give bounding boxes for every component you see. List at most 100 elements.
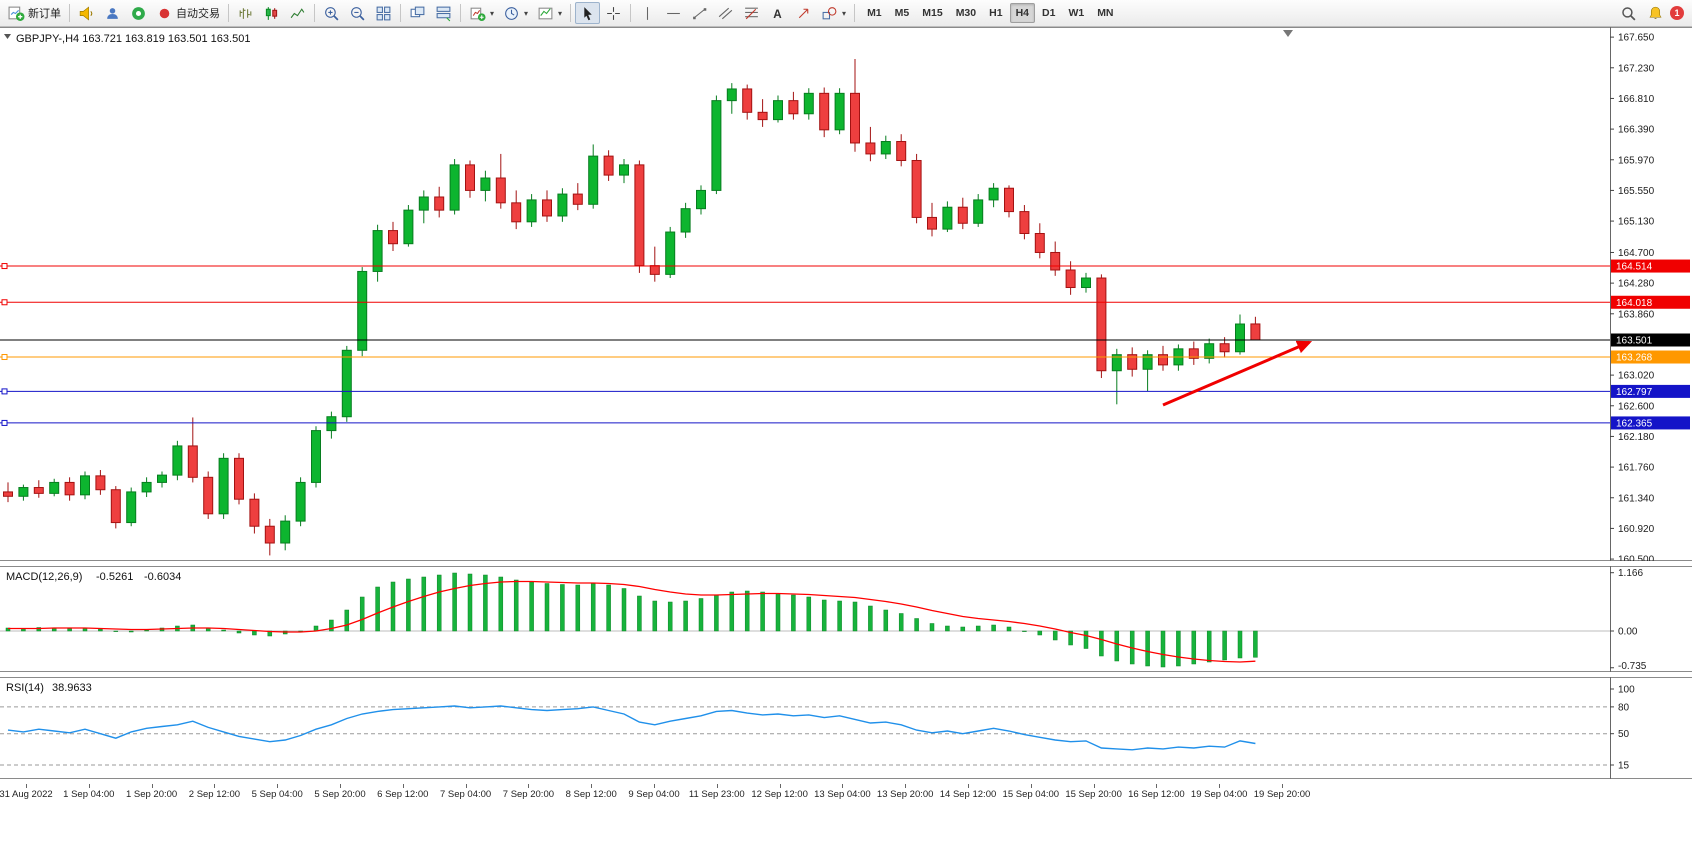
candlestick-chart-button[interactable] (259, 2, 284, 24)
crosshair-tool-button[interactable] (601, 2, 626, 24)
time-tick (465, 784, 467, 788)
autotrading-icon (159, 8, 170, 18)
time-tick (402, 784, 404, 788)
zoom-out-button[interactable] (345, 2, 370, 24)
macd-panel[interactable]: MACD(12,26,9) -0.5261 -0.6034 1.166 0.00 -… (0, 566, 1692, 672)
timeframe-m15-button[interactable]: M15 (916, 3, 948, 23)
time-axis-label: 11 Sep 23:00 (688, 789, 745, 800)
cursor-icon (584, 6, 592, 20)
indicators-icon (538, 7, 553, 19)
search-button[interactable] (1616, 2, 1641, 24)
line-handle[interactable] (1, 419, 8, 426)
chart-collapse-icon[interactable] (4, 34, 11, 39)
svg-text:163.268: 163.268 (1616, 353, 1653, 364)
timeframe-d1-button[interactable]: D1 (1036, 3, 1061, 23)
macd-main-value: -0.5261 (96, 571, 133, 583)
time-tick (968, 784, 969, 788)
arrow-shape-icon (798, 8, 809, 18)
price-tick-label: 164.280 (1618, 279, 1655, 290)
svg-text:163.501: 163.501 (1616, 336, 1653, 347)
chart-shift-marker[interactable] (1283, 30, 1293, 37)
time-tick (591, 784, 593, 788)
time-axis-label: 1 Sep 04:00 (63, 789, 115, 800)
notifications-button[interactable] (1643, 2, 1668, 24)
bar-chart-button[interactable] (233, 2, 258, 24)
time-axis-label: 5 Sep 20:00 (314, 789, 366, 800)
trendline-tool-button[interactable] (687, 2, 712, 24)
line-handle[interactable] (1, 388, 8, 395)
rsi-value: 38.9633 (52, 682, 92, 694)
time-axis-label: 6 Sep 12:00 (377, 789, 429, 800)
arrange-windows-icon (436, 6, 451, 21)
time-tick (1282, 784, 1283, 788)
cursor-tool-button[interactable] (575, 2, 601, 24)
shapes-icon (822, 6, 837, 19)
toolbar-separator (314, 4, 315, 22)
toolbar-separator (854, 4, 856, 22)
tile-windows-button[interactable] (371, 2, 396, 24)
new-chart-button[interactable]: ▾ (465, 2, 498, 24)
line-chart-button[interactable] (285, 2, 310, 24)
time-tick (779, 784, 781, 788)
time-axis-label: 8 Sep 12:00 (565, 789, 617, 800)
svg-text:164.514: 164.514 (1616, 262, 1653, 273)
price-tick-label: 163.860 (1618, 309, 1655, 320)
time-axis[interactable]: 31 Aug 2022 1 Sep 04:00 1 Sep 20:00 2 Sep 1… (0, 784, 1692, 804)
macd-tick-label: 1.166 (1618, 568, 1643, 579)
cascade-windows-button[interactable] (405, 2, 430, 24)
time-axis-label: 31 Aug 2022 (0, 789, 53, 800)
chevron-down-icon: ▾ (558, 8, 563, 18)
time-axis-label: 19 Sep 20:00 (1253, 789, 1311, 800)
price-tick-label: 167.650 (1618, 33, 1655, 44)
arrows-tool-button[interactable] (791, 2, 816, 24)
new-order-button[interactable]: 新订单 (4, 2, 65, 24)
time-tick (1156, 784, 1158, 788)
profile-button[interactable] (100, 2, 125, 24)
time-axis-label: 14 Sep 12:00 (939, 789, 997, 800)
text-tool-button[interactable]: A (765, 2, 790, 24)
price-level-label (1611, 384, 1690, 398)
line-handle[interactable] (1, 299, 8, 306)
price-level-label (1611, 416, 1690, 430)
search-icon (1622, 6, 1636, 20)
trend-arrow[interactable] (1162, 340, 1313, 407)
channel-icon (718, 7, 733, 19)
timeframe-m5-button[interactable]: M5 (889, 3, 916, 23)
community-button[interactable] (126, 2, 151, 24)
shapes-tool-button[interactable]: ▾ (817, 2, 850, 24)
notification-badge[interactable]: 1 (1670, 6, 1684, 20)
autotrading-button[interactable]: 自动交易 (152, 2, 224, 24)
macd-signal-line (8, 580, 1256, 663)
arrange-windows-button[interactable] (431, 2, 456, 24)
timeframe-m30-button[interactable]: M30 (950, 3, 982, 23)
rsi-panel[interactable]: RSI(14) 38.9633 100 80 50 15 (0, 677, 1692, 779)
toolbar-separator (69, 4, 70, 22)
time-axis-label: 16 Sep 12:00 (1128, 789, 1185, 800)
new-order-icon (8, 6, 25, 21)
timeframe-w1-button[interactable]: W1 (1062, 3, 1090, 23)
horizontal-line-tool-button[interactable] (661, 2, 686, 24)
clock-icon (505, 6, 518, 20)
macd-signal-value: -0.6034 (144, 571, 181, 583)
timeframe-m1-button[interactable]: M1 (861, 3, 888, 23)
svg-text:164.018: 164.018 (1616, 298, 1653, 309)
timeframe-mn-button[interactable]: MN (1091, 3, 1119, 23)
zoom-in-button[interactable] (319, 2, 344, 24)
trendline-icon (693, 7, 707, 19)
channel-tool-button[interactable] (713, 2, 738, 24)
price-tick-label: 160.920 (1618, 524, 1655, 535)
macd-histogram (5, 572, 1258, 668)
line-handle[interactable] (1, 354, 8, 361)
rsi-tick-label: 15 (1618, 760, 1630, 771)
indicators-button[interactable]: ▾ (533, 2, 566, 24)
price-tick-label: 167.230 (1618, 63, 1655, 74)
period-button[interactable]: ▾ (499, 2, 532, 24)
fibonacci-tool-button[interactable] (739, 2, 764, 24)
line-handle[interactable] (1, 263, 8, 270)
price-chart-panel[interactable]: GBPJPY-,H4 163.721 163.819 163.501 163.5… (0, 27, 1692, 566)
timeframe-h4-button[interactable]: H4 (1009, 3, 1035, 23)
timeframe-h1-button[interactable]: H1 (983, 3, 1008, 23)
vertical-line-tool-button[interactable] (635, 2, 660, 24)
alerts-button[interactable] (74, 2, 99, 24)
